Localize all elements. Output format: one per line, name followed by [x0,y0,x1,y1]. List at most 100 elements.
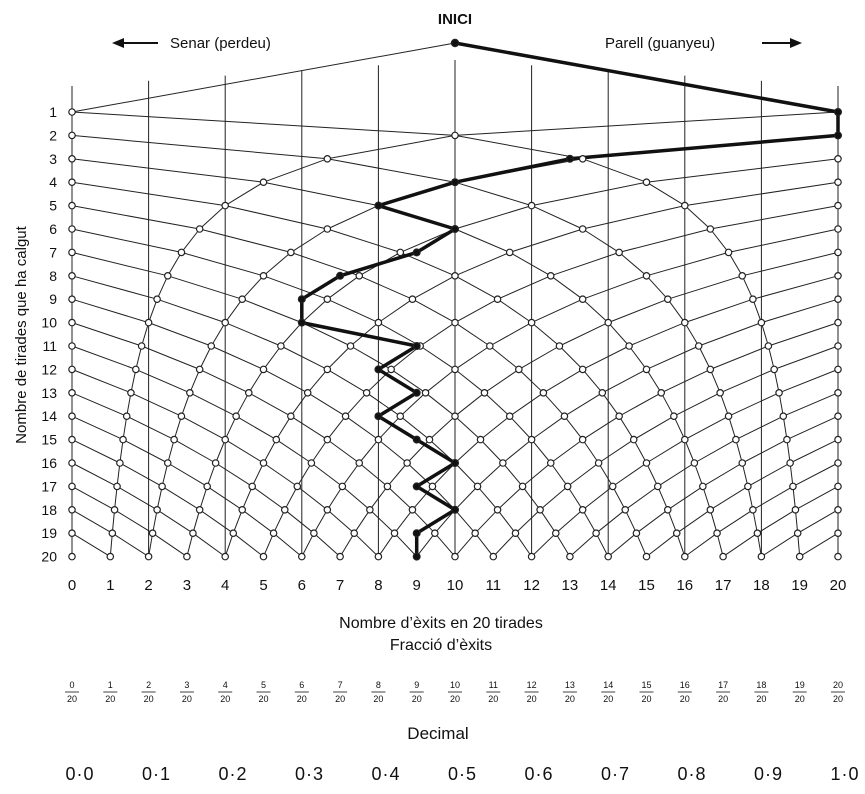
x-tick-label: 10 [447,577,464,594]
lattice-edge [71,415,124,441]
lattice-edge [618,252,647,277]
lattice-edge [567,462,599,487]
lattice-node [323,295,332,304]
y-tick-label: 17 [41,478,57,494]
lattice-node [269,529,278,538]
fraction-item: 020 [65,680,79,704]
fraction-denominator: 20 [641,694,651,704]
lattice-edge [148,322,212,347]
lattice-edge [684,532,718,558]
lattice-edge [152,532,188,558]
lattice-edge [752,485,794,511]
lattice-edge [628,322,685,347]
lattice-node [68,131,76,140]
lattice-edge [412,486,433,511]
lattice-node [834,318,842,327]
lattice-node [428,482,437,491]
lattice-edge [795,485,839,511]
lattice-edge [728,228,839,253]
lattice-node [789,482,797,491]
lattice-edge [719,368,775,394]
lattice-edge [454,275,498,300]
lattice-edge [760,322,769,347]
lattice-node [144,318,153,327]
lattice-edge [752,275,839,300]
lattice-edge [582,158,647,183]
lattice-node [476,435,485,444]
lattice-edge [313,509,328,534]
lattice-edge [742,439,788,464]
fraction-denominator: 20 [795,694,805,704]
lattice-edge [636,509,669,534]
fraction-denominator: 20 [756,694,766,704]
fraction-numerator: 13 [565,680,575,690]
lattice-node [323,365,332,374]
lattice-node [323,155,332,163]
lattice-edge [394,532,418,557]
lattice-edge [425,392,456,417]
lattice-node [578,435,587,444]
lattice-node [390,529,399,538]
lattice-edge [454,251,510,277]
path-node [412,482,421,491]
lattice-edge [263,462,298,487]
lattice-node [408,505,417,514]
x-tick-label: 16 [676,577,693,594]
lattice-node [604,552,613,561]
lattice-edge [709,369,721,393]
lattice-node [834,459,842,467]
lattice-edge [156,486,163,510]
lattice-edge [307,369,328,394]
fraction-numerator: 11 [489,680,498,690]
lattice-node [116,459,124,467]
lattice-edge [263,158,328,183]
lattice-edge [199,205,226,230]
lattice-node [486,342,494,350]
lattice-edge [728,392,780,417]
fraction-numerator: 5 [261,680,266,690]
lattice-edge [582,369,603,394]
lattice-node [764,342,773,350]
lattice-edge [189,369,201,393]
lattice-edge [358,462,388,487]
lattice-node [834,248,842,257]
lattice-node [232,412,240,421]
lattice-edge [326,415,346,440]
x-tick-label: 15 [638,577,655,594]
lattice-node [757,552,766,561]
lattice-node [425,435,434,444]
lattice-edge [582,509,597,534]
lattice-edge [559,345,584,370]
lattice-node [68,505,76,514]
lattice-edge [273,509,286,534]
lattice-edge [263,181,379,207]
lattice-node [738,459,747,467]
lattice-edge [618,415,635,440]
fraction-numerator: 20 [833,680,843,690]
lattice-node [68,155,76,163]
lattice-edge [797,533,801,557]
lattice-edge [399,415,430,440]
fraction-denominator: 20 [680,694,690,704]
lattice-node [259,365,268,374]
path-node [412,529,421,538]
lattice-edge [366,392,401,417]
lattice-edge [509,228,583,253]
lattice-edge [71,228,182,253]
fraction-numerator: 17 [718,680,728,690]
lattice-edge [71,439,121,464]
lattice-edge [378,298,413,324]
fraction-denominator: 20 [718,694,728,704]
lattice-edge [497,509,516,534]
lattice-edge [595,509,626,534]
fraction-item: 720 [333,680,348,704]
lattice-edge [225,322,282,347]
lattice-edge [684,322,700,347]
lattice-node [793,529,802,538]
lattice-edge [792,486,796,510]
lattice-edge [497,298,532,324]
lattice-edge [114,509,153,534]
x-tick-label: 12 [523,577,540,594]
lattice-node [563,482,572,491]
